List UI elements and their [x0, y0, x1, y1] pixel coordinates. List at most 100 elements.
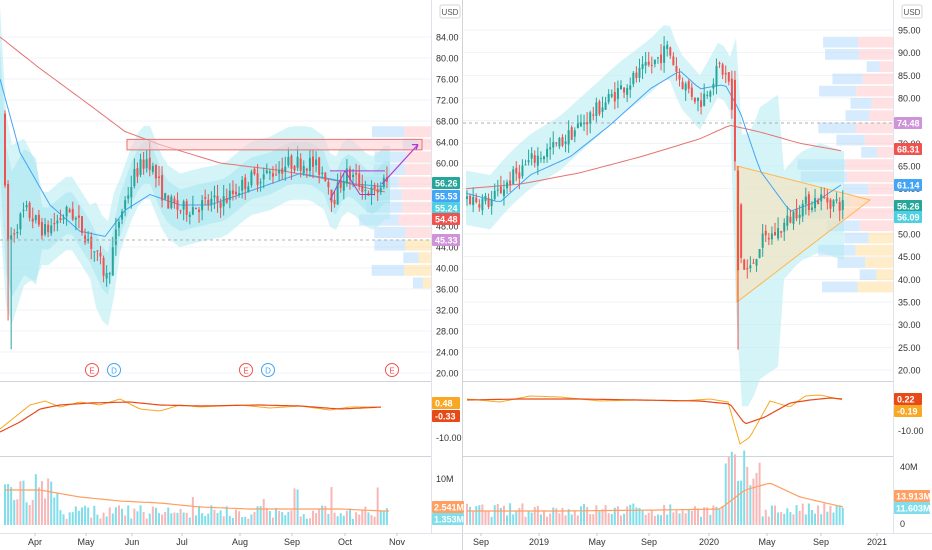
profile-bar-down: [856, 85, 893, 97]
left-annotations: [0, 138, 431, 241]
candle-body: [44, 224, 47, 235]
candle-body: [712, 83, 715, 89]
profile-bar-down: [405, 227, 431, 238]
volume-bar: [176, 512, 179, 525]
volume-bar: [712, 505, 715, 525]
volume-bar: [469, 506, 472, 525]
candle-body: [706, 94, 709, 96]
volume-bar: [191, 497, 194, 525]
macd-value-label: -0.33: [435, 412, 456, 422]
volume-bar: [130, 518, 133, 525]
candle-body: [312, 156, 314, 167]
volume-bar: [308, 518, 311, 525]
y-tick-label: 35.00: [898, 298, 921, 308]
candle-body: [370, 187, 373, 196]
candle-body: [592, 114, 595, 116]
profile-bar-up: [374, 151, 406, 163]
candle-body: [204, 197, 207, 199]
candle-body: [620, 85, 622, 90]
candle-body: [71, 208, 74, 220]
volume-bar: [650, 509, 653, 525]
y-tick-label: 40.00: [898, 275, 921, 285]
candle-body: [207, 199, 210, 205]
right-band: [466, 25, 844, 407]
volume-bar: [743, 450, 746, 525]
right-macd-pane: [466, 394, 843, 445]
x-tick-label: Sep: [641, 537, 657, 547]
volume-bar: [333, 512, 336, 525]
volume-bar: [201, 513, 204, 525]
x-tick-label: Oct: [338, 537, 353, 547]
candle-body: [96, 250, 99, 252]
y-tick-label: 80.00: [898, 94, 921, 104]
volume-bar: [225, 506, 228, 525]
candle-body: [481, 198, 484, 211]
candle-body: [509, 180, 512, 185]
y-tick-label: 76.00: [436, 75, 459, 85]
volume-bar: [499, 507, 502, 525]
candle-body: [595, 102, 598, 116]
price-label: 45.33: [435, 236, 458, 246]
profile-bar-up: [818, 122, 856, 134]
candle-body: [105, 273, 108, 279]
volume-bar: [814, 513, 817, 525]
profile-bar-down: [398, 176, 431, 188]
candle-body: [364, 189, 367, 191]
volume-bar: [345, 510, 348, 525]
volume-bar: [37, 487, 40, 525]
volume-bar: [730, 451, 733, 525]
volume-bar: [87, 507, 90, 525]
candle-body: [47, 224, 50, 233]
profile-bar-down: [871, 98, 893, 109]
candle-body: [804, 196, 807, 205]
volume-bar: [567, 509, 570, 525]
volume-bar: [478, 505, 481, 525]
candle-body: [823, 197, 826, 199]
volume-bar: [493, 505, 496, 525]
event-marker-label: E: [89, 367, 94, 376]
volume-bar: [68, 512, 71, 525]
candle-body: [533, 155, 536, 163]
volume-bar: [124, 515, 127, 525]
x-tick-label: 2020: [699, 537, 719, 547]
volume-bar: [558, 513, 561, 525]
candle-body: [145, 159, 148, 169]
volume-bar: [838, 505, 841, 525]
profile-bar-down: [855, 122, 893, 134]
volume-bar: [219, 510, 222, 525]
volume-bar: [549, 513, 552, 525]
candle-body: [53, 222, 56, 225]
candle-body: [616, 88, 619, 99]
volume-bar: [108, 507, 111, 525]
right-volume-pane: [466, 450, 844, 525]
price-label-bg: [894, 179, 922, 191]
candle-body: [256, 173, 259, 185]
volume-bar: [62, 514, 65, 525]
volume-bar: [22, 480, 25, 525]
candle-body: [114, 229, 117, 245]
x-tick-label: May: [758, 537, 776, 547]
candle-body: [238, 193, 241, 196]
candle-body: [795, 208, 798, 219]
candle-body: [127, 195, 130, 199]
candle-body: [684, 83, 687, 91]
profile-bar-down: [859, 49, 893, 60]
candle-body: [715, 65, 718, 87]
candle-body: [749, 265, 752, 269]
ma-slow-line: [0, 36, 386, 193]
volume-bar: [509, 503, 512, 525]
volume-bar: [700, 516, 703, 525]
candle-body: [746, 268, 749, 270]
volume-bar: [96, 514, 99, 525]
profile-bar-down: [879, 61, 893, 73]
volume-bar: [287, 511, 290, 525]
volume-bar: [663, 504, 666, 525]
volume-bar: [598, 511, 601, 525]
volume-bar: [586, 506, 589, 525]
event-marker: [85, 363, 99, 377]
volume-bar: [327, 513, 330, 525]
volume-bar: [173, 512, 176, 525]
volume-bar: [256, 506, 259, 525]
left-macd-pane: [0, 398, 382, 433]
candle-body: [355, 172, 358, 175]
